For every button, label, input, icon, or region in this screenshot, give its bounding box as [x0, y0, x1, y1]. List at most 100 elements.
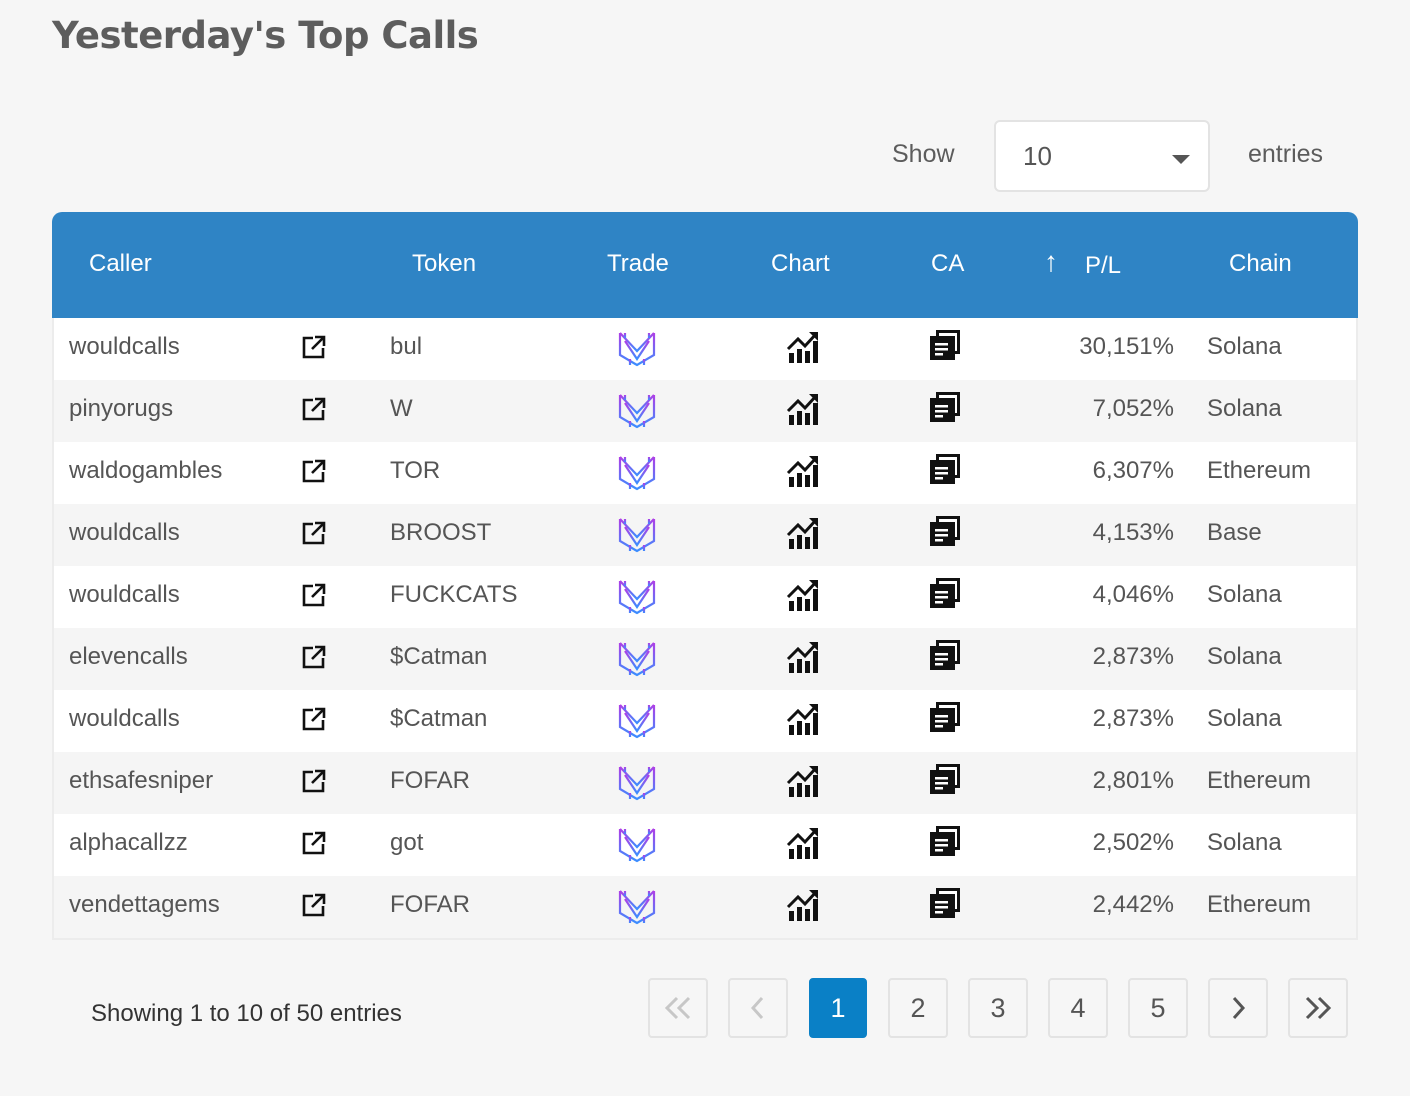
pl-value: 2,873%: [1092, 643, 1174, 670]
external-link-icon[interactable]: [300, 767, 328, 802]
table-row: pinyorugs W 7,052% Solana: [54, 380, 1356, 442]
next-page-button[interactable]: [1208, 978, 1268, 1038]
chart-icon[interactable]: [786, 329, 820, 372]
chart-icon[interactable]: [786, 453, 820, 496]
page-button-5[interactable]: 5: [1128, 978, 1188, 1038]
entries-label: entries: [1248, 140, 1324, 168]
caller-name[interactable]: wouldcalls: [69, 705, 180, 732]
chart-icon[interactable]: [786, 639, 820, 682]
page-button-2[interactable]: 2: [888, 978, 948, 1038]
chart-icon[interactable]: [786, 577, 820, 620]
pl-value: 2,502%: [1092, 829, 1174, 856]
chart-icon[interactable]: [786, 763, 820, 806]
calls-table: Caller Token Trade Chart CA ↑ P/L Chain …: [52, 212, 1358, 940]
page-button-1[interactable]: 1: [809, 978, 867, 1038]
previous-page-button[interactable]: [728, 978, 788, 1038]
table-body: wouldcalls bul 30,151% Solana pinyorugs W 7,05…: [52, 318, 1358, 940]
copy-icon[interactable]: [928, 514, 962, 555]
double-chevron-right-icon: [1305, 996, 1332, 1020]
trade-logo-icon[interactable]: [617, 515, 657, 560]
caller-name[interactable]: vendettagems: [69, 891, 220, 918]
show-label: Show: [892, 140, 955, 168]
copy-icon[interactable]: [928, 452, 962, 493]
header-ca[interactable]: CA: [931, 250, 965, 277]
chain-name: Ethereum: [1207, 457, 1312, 484]
caller-name[interactable]: wouldcalls: [69, 519, 180, 546]
trade-logo-icon[interactable]: [617, 825, 657, 870]
page-button-3[interactable]: 3: [968, 978, 1028, 1038]
external-link-icon[interactable]: [300, 829, 328, 864]
double-chevron-left-icon: [664, 996, 691, 1020]
copy-icon[interactable]: [928, 700, 962, 741]
copy-icon[interactable]: [928, 762, 962, 803]
chevron-right-icon: [1232, 996, 1246, 1020]
pl-value: 2,442%: [1092, 891, 1174, 918]
trade-logo-icon[interactable]: [617, 391, 657, 436]
caller-name[interactable]: wouldcalls: [69, 581, 180, 608]
external-link-icon[interactable]: [300, 333, 328, 368]
token-name: got: [390, 829, 424, 856]
copy-icon[interactable]: [928, 886, 962, 927]
chain-name: Ethereum: [1207, 891, 1312, 918]
external-link-icon[interactable]: [300, 395, 328, 430]
table-row: wouldcalls $Catman 2,873% Solana: [54, 690, 1356, 752]
chart-icon[interactable]: [786, 701, 820, 744]
header-caller[interactable]: Caller: [89, 250, 152, 277]
table-info: Showing 1 to 10 of 50 entries: [91, 1000, 402, 1027]
first-page-button[interactable]: [648, 978, 708, 1038]
trade-logo-icon[interactable]: [617, 701, 657, 746]
copy-icon[interactable]: [928, 390, 962, 431]
token-name: W: [390, 395, 413, 422]
token-name: $Catman: [390, 643, 488, 670]
header-pl[interactable]: P/L: [1085, 252, 1122, 279]
caller-name[interactable]: elevencalls: [69, 643, 188, 670]
chart-icon[interactable]: [786, 515, 820, 558]
table-row: elevencalls $Catman 2,873% Solana: [54, 628, 1356, 690]
header-chart[interactable]: Chart: [771, 250, 830, 277]
token-name: FOFAR: [390, 767, 471, 794]
external-link-icon[interactable]: [300, 581, 328, 616]
table-row: alphacallzz got 2,502% Solana: [54, 814, 1356, 876]
table-row: ethsafesniper FOFAR 2,801% Ethereum: [54, 752, 1356, 814]
token-name: BROOST: [390, 519, 492, 546]
token-name: bul: [390, 333, 423, 360]
trade-logo-icon[interactable]: [617, 887, 657, 932]
caller-name[interactable]: wouldcalls: [69, 333, 180, 360]
chart-icon[interactable]: [786, 825, 820, 868]
chain-name: Solana: [1207, 395, 1282, 422]
entries-select-value: 10: [1023, 141, 1052, 171]
external-link-icon[interactable]: [300, 705, 328, 740]
table-row: waldogambles TOR 6,307% Ethereum: [54, 442, 1356, 504]
caller-name[interactable]: waldogambles: [69, 457, 223, 484]
chart-icon[interactable]: [786, 391, 820, 434]
copy-icon[interactable]: [928, 824, 962, 865]
chain-name: Solana: [1207, 829, 1282, 856]
last-page-button[interactable]: [1288, 978, 1348, 1038]
page-button-4[interactable]: 4: [1048, 978, 1108, 1038]
header-chain[interactable]: Chain: [1229, 250, 1292, 277]
caller-name[interactable]: alphacallzz: [69, 829, 188, 856]
trade-logo-icon[interactable]: [617, 763, 657, 808]
external-link-icon[interactable]: [300, 891, 328, 926]
copy-icon[interactable]: [928, 576, 962, 617]
trade-logo-icon[interactable]: [617, 329, 657, 374]
header-token[interactable]: Token: [412, 250, 477, 277]
entries-select[interactable]: 10: [994, 120, 1210, 192]
chart-icon[interactable]: [786, 887, 820, 930]
trade-logo-icon[interactable]: [617, 453, 657, 498]
external-link-icon[interactable]: [300, 519, 328, 554]
pl-value: 4,046%: [1092, 581, 1174, 608]
copy-icon[interactable]: [928, 638, 962, 679]
token-name: FUCKCATS: [390, 581, 518, 608]
pl-value: 2,801%: [1092, 767, 1174, 794]
trade-logo-icon[interactable]: [617, 639, 657, 684]
sort-ascending-icon[interactable]: ↑: [1044, 246, 1058, 277]
external-link-icon[interactable]: [300, 457, 328, 492]
header-trade[interactable]: Trade: [607, 250, 669, 277]
external-link-icon[interactable]: [300, 643, 328, 678]
trade-logo-icon[interactable]: [617, 577, 657, 622]
caller-name[interactable]: ethsafesniper: [69, 767, 214, 794]
copy-icon[interactable]: [928, 328, 962, 369]
caller-name[interactable]: pinyorugs: [69, 395, 174, 422]
table-row: vendettagems FOFAR 2,442% Ethereum: [54, 876, 1356, 938]
